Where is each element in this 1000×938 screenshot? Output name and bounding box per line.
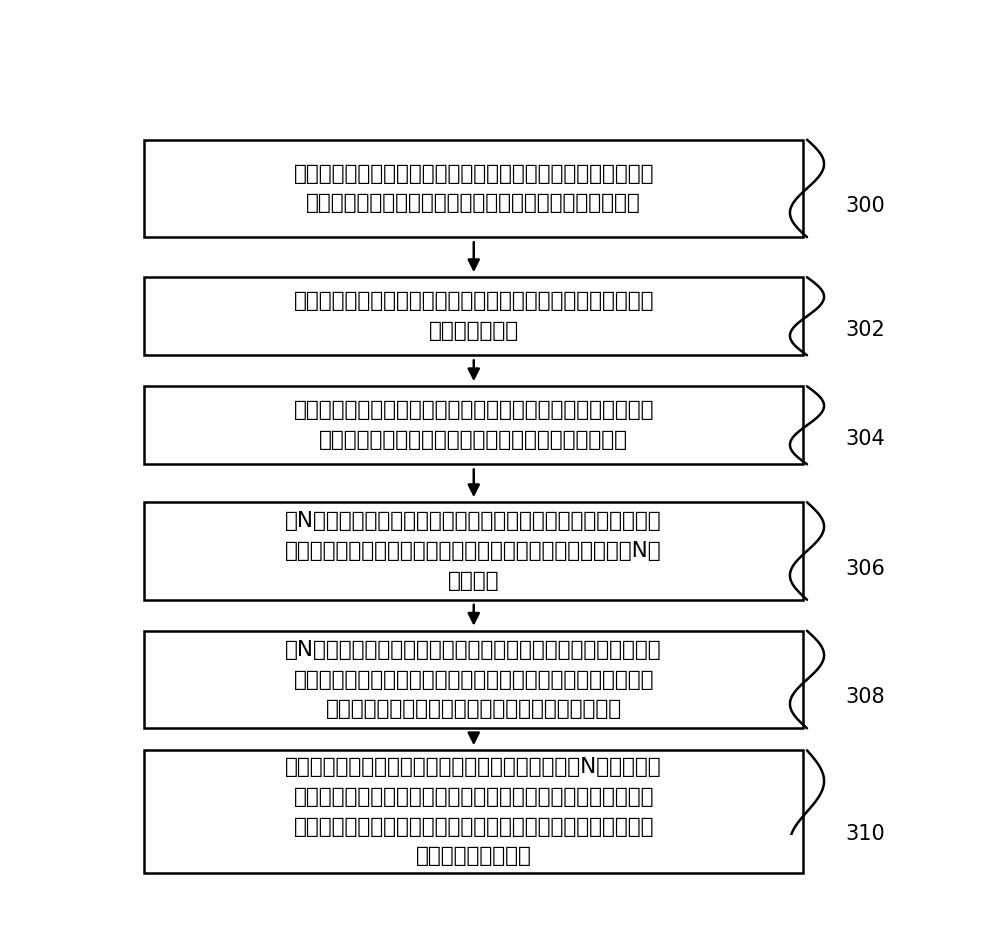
Text: 302: 302 [845,320,885,340]
Text: 采用二级相位调制器对耦合后的激光束施加活塞相移，得到二级
相位调制激光束: 采用二级相位调制器对耦合后的激光束施加活塞相移，得到二级 相位调制激光束 [294,292,654,341]
FancyBboxPatch shape [144,140,803,237]
Text: 当系统实现相位锁定后，运行二级相位控制系统，对N个二级相位
调制器施加特定电压信号，使得各子光束的活塞相位发生改变，
从而使发射的阵列激光的等效的波前信息发生改: 当系统实现相位锁定后，运行二级相位控制系统，对N个二级相位 调制器施加特定电压信… [285,757,662,866]
FancyBboxPatch shape [144,502,803,599]
Text: 310: 310 [845,824,885,844]
FancyBboxPatch shape [144,278,803,356]
FancyBboxPatch shape [144,630,803,728]
Text: 将二级相位调制激光束两两一组耦合进光纤耦合器中，用光电探
测器探测光纤耦合器输出的激光能量并转换成数字信号: 将二级相位调制激光束两两一组耦合进光纤耦合器中，用光电探 测器探测光纤耦合器输出… [294,401,654,450]
FancyBboxPatch shape [144,750,803,873]
Text: 308: 308 [845,688,885,707]
Text: 将N路数字信号作为相位控制的反馈信号输送到一级相位控制系统
中，并在一级相位控制系统中对数字信号进行运算处理，得到N路
控制信号: 将N路数字信号作为相位控制的反馈信号输送到一级相位控制系统 中，并在一级相位控制… [285,511,662,591]
Text: 300: 300 [845,196,885,216]
Text: 306: 306 [845,558,885,579]
Text: 304: 304 [845,430,885,449]
Text: 将N路控制信号输入到激光相干阵列输出模块中一级相位调制器中
，改变各路光束的活塞相位，并再次采集反馈信号进行迭代控制
，直到反馈信号达到最优，实现阵列激光同相位: 将N路控制信号输入到激光相干阵列输出模块中一级相位调制器中 ，改变各路光束的活塞… [285,640,662,719]
Text: 将激光相干阵列输出模块输出的用于相位控制的多路控制激光束
入射到小透镜阵列的对应小透镜中，将激光束耦合进光纤中: 将激光相干阵列输出模块输出的用于相位控制的多路控制激光束 入射到小透镜阵列的对应… [294,163,654,213]
FancyBboxPatch shape [144,386,803,464]
